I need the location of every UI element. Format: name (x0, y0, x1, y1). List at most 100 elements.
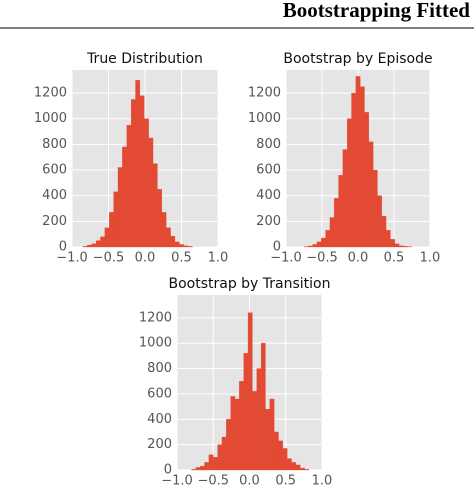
y-tick-label: 1000 (139, 336, 172, 351)
bar (179, 244, 184, 248)
bar (91, 243, 97, 248)
bar (256, 368, 262, 471)
bar (135, 80, 141, 248)
bar (200, 466, 205, 471)
bar (243, 353, 249, 471)
bar (308, 245, 313, 248)
page-title: Bootstrapping Fitted (283, 0, 471, 22)
bar (377, 195, 382, 248)
bar (113, 191, 119, 248)
y-tick-label: 200 (42, 214, 67, 229)
bar (191, 469, 196, 471)
bar (355, 76, 361, 248)
bar (360, 86, 365, 248)
bar (208, 454, 214, 471)
bar (372, 169, 378, 248)
y-tick-label: 0 (59, 240, 67, 255)
y-tick-label: 0 (273, 240, 281, 255)
bar (139, 95, 145, 248)
x-tick-label: 1.0 (420, 251, 441, 266)
chart-title: Bootstrap by Episode (283, 51, 432, 67)
bar (278, 440, 283, 471)
bar (385, 230, 391, 248)
bar (282, 448, 288, 471)
y-tick-label: 1200 (34, 86, 67, 101)
bar (394, 243, 400, 248)
bar (157, 189, 162, 248)
bar (109, 212, 114, 248)
y-tick-label: 200 (256, 214, 281, 229)
bar (217, 444, 223, 471)
bar (122, 146, 127, 248)
bar (364, 112, 369, 248)
x-tick-label: 1.0 (208, 251, 229, 266)
x-tick-label: 0.0 (348, 251, 369, 266)
y-tick-label: 400 (42, 188, 67, 203)
bar (82, 246, 88, 248)
x-tick-label: 0.0 (239, 474, 260, 488)
y-tick-label: 400 (256, 188, 281, 203)
bar (87, 244, 92, 248)
y-tick-label: 0 (164, 463, 172, 478)
bar (213, 457, 218, 471)
bar (291, 462, 297, 471)
y-tick-label: 600 (147, 386, 172, 401)
bar (187, 246, 193, 248)
y-tick-label: 800 (42, 137, 67, 152)
bar (312, 244, 318, 248)
y-tick-label: 400 (147, 412, 172, 427)
bar (226, 419, 231, 471)
bar (161, 212, 167, 248)
bar (316, 241, 322, 248)
bar (204, 462, 210, 471)
bar (104, 227, 110, 248)
bar (390, 239, 395, 248)
bar (295, 464, 301, 471)
x-tick-label: −1.0 (161, 474, 193, 488)
x-tick-label: −0.5 (306, 251, 338, 266)
chart-title: Bootstrap by Transition (168, 276, 330, 292)
bar (287, 458, 292, 471)
y-tick-label: 800 (147, 361, 172, 376)
bar (252, 391, 257, 471)
y-tick-label: 600 (256, 163, 281, 178)
bar (260, 343, 266, 471)
y-tick-label: 200 (147, 437, 172, 452)
y-tick-label: 600 (42, 163, 67, 178)
x-tick-label: 0.5 (171, 251, 192, 266)
bar (304, 469, 310, 471)
x-tick-label: −1.0 (270, 251, 302, 266)
bar (174, 241, 180, 248)
bar (148, 137, 154, 248)
bar (247, 312, 253, 471)
bar (126, 125, 132, 248)
bar (334, 198, 339, 248)
bar (403, 246, 408, 248)
bar (325, 230, 331, 248)
bar (265, 408, 270, 471)
x-tick-label: 0.5 (384, 251, 405, 266)
bar (239, 381, 244, 471)
bar (166, 227, 171, 248)
bar (95, 240, 101, 248)
bar (144, 118, 149, 248)
bar (230, 396, 236, 471)
bar (273, 431, 279, 471)
bar (130, 99, 136, 248)
bar (170, 235, 176, 248)
bar (300, 467, 305, 471)
bar (195, 467, 201, 471)
bar (342, 149, 348, 248)
y-tick-label: 1000 (34, 111, 67, 126)
x-tick-label: 0.5 (275, 474, 296, 488)
y-tick-label: 1200 (248, 86, 281, 101)
x-tick-label: 1.0 (312, 474, 333, 488)
bar (338, 175, 344, 248)
x-tick-label: −0.5 (197, 474, 229, 488)
x-tick-label: −1.0 (56, 251, 88, 266)
chart-title: True Distribution (86, 51, 203, 67)
bar (100, 236, 106, 248)
x-tick-label: 0.0 (135, 251, 156, 266)
bar (368, 141, 374, 248)
